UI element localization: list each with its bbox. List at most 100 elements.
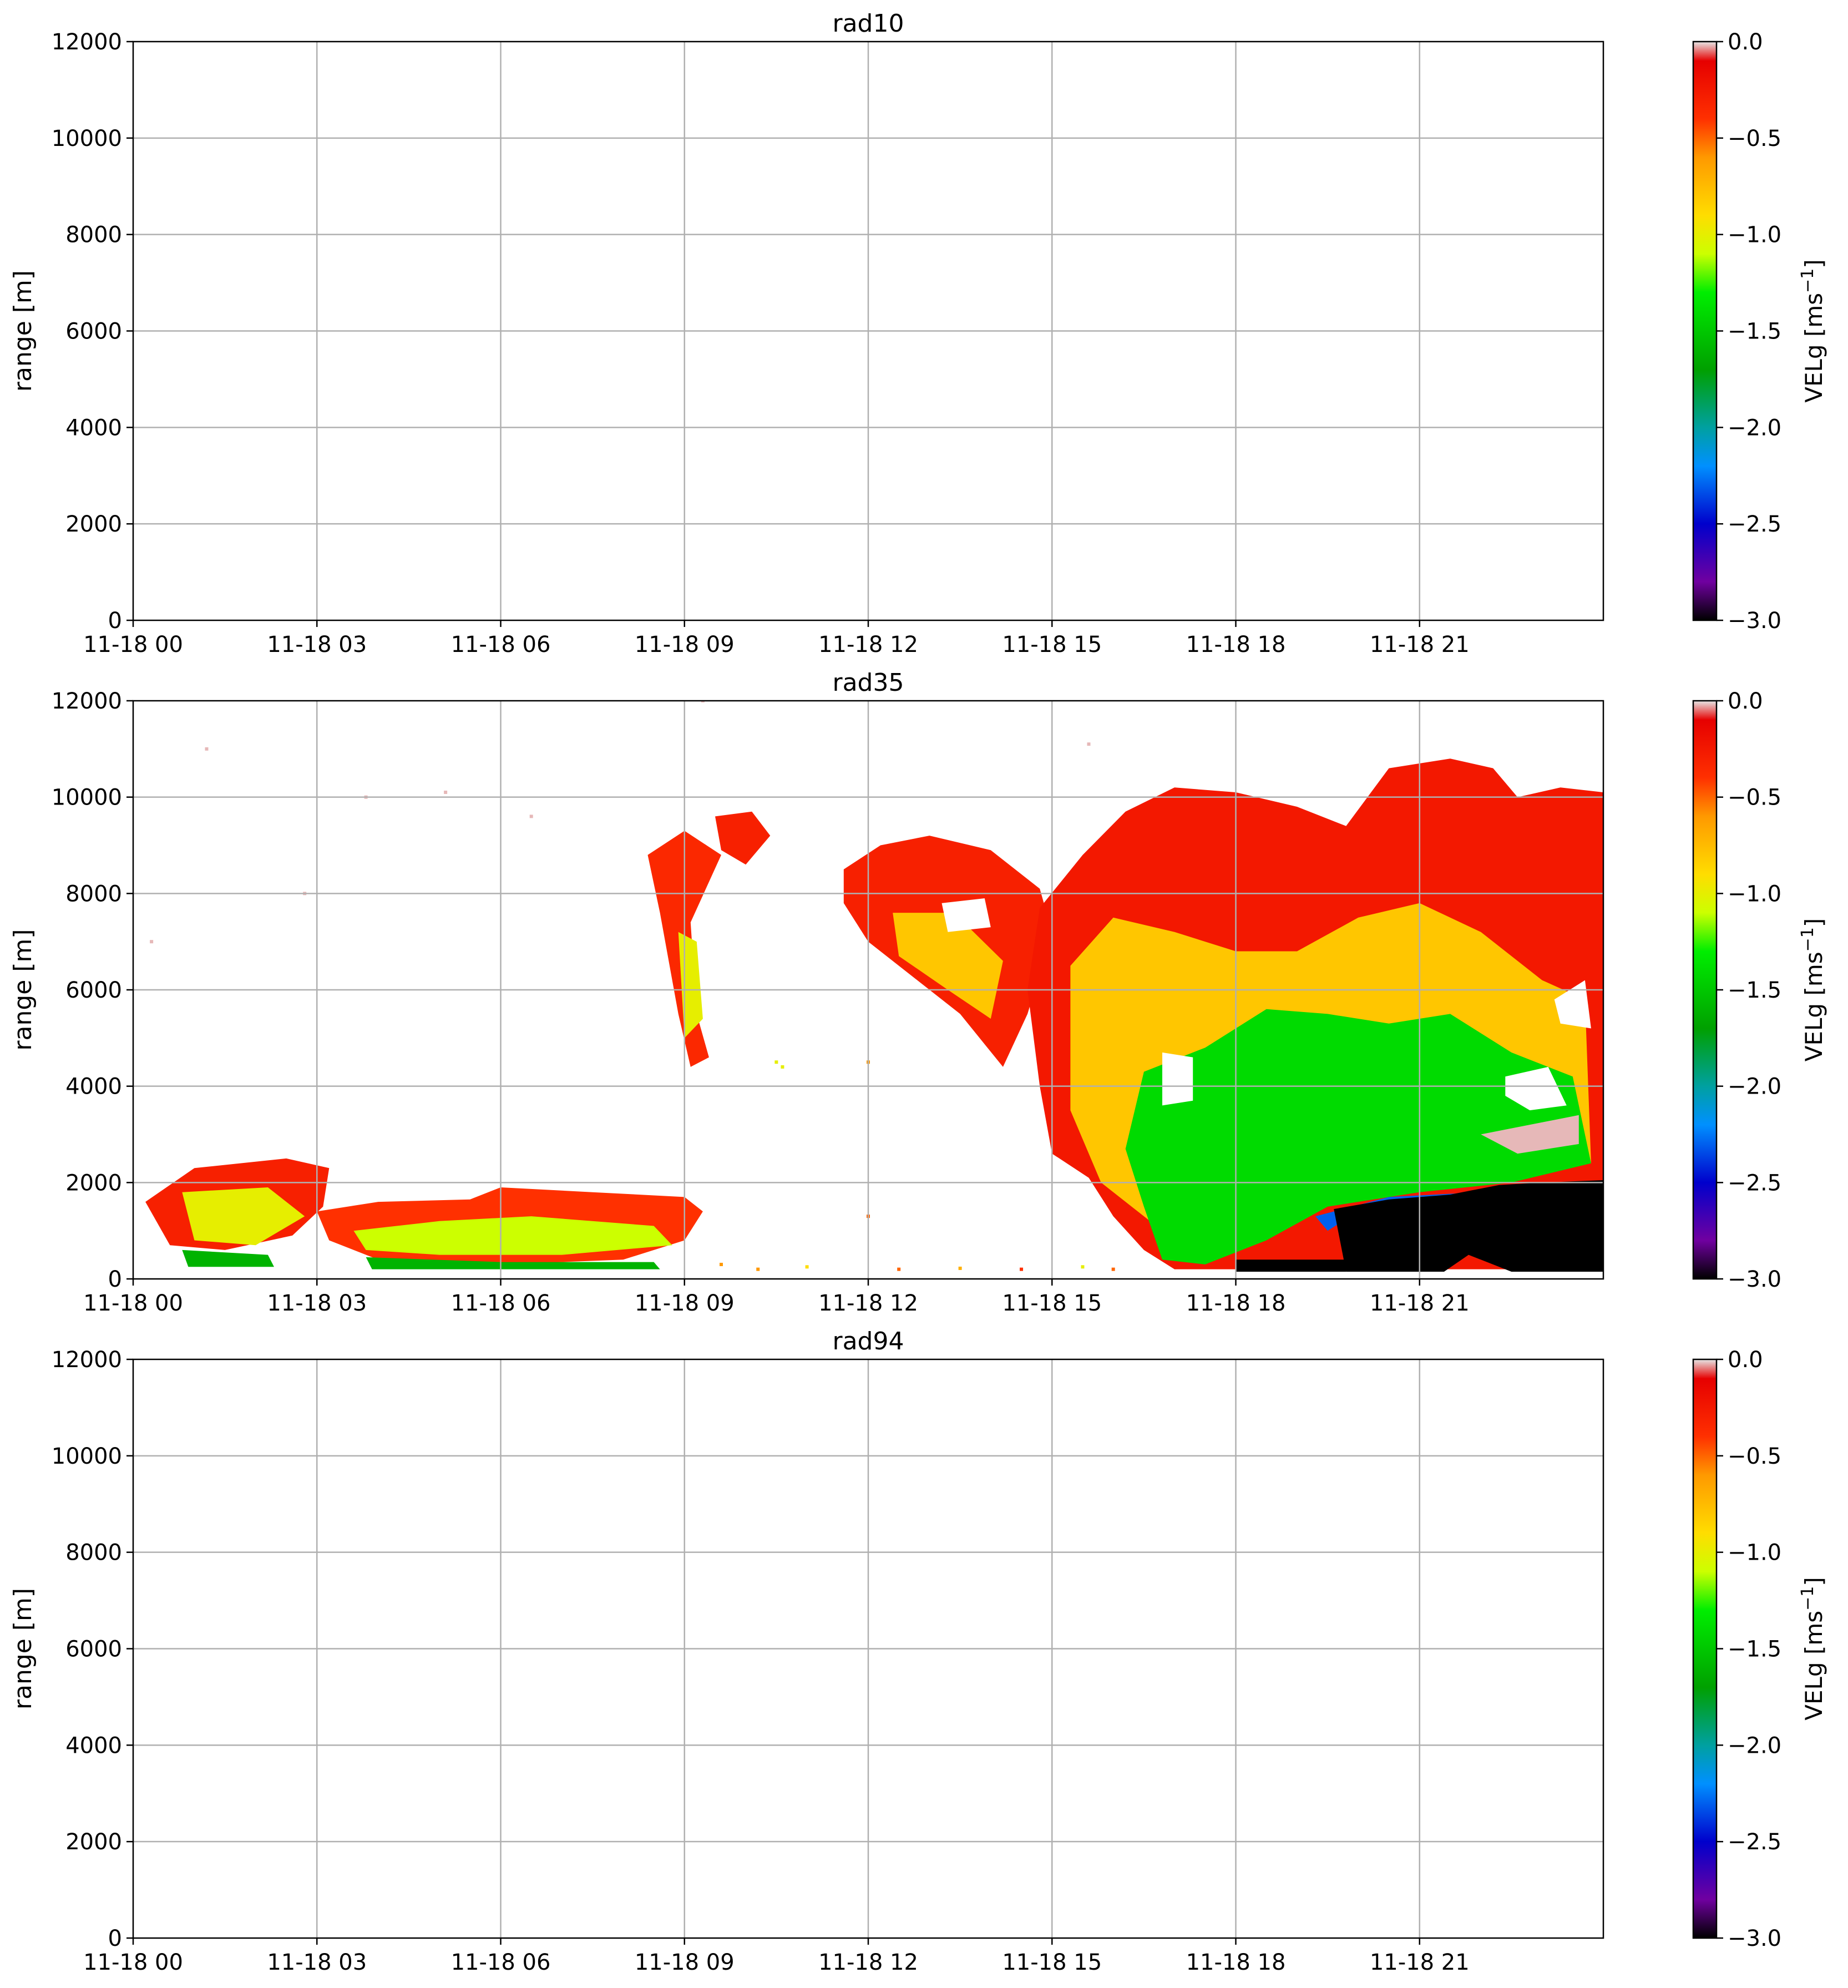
region-gap-1750 bbox=[1162, 1052, 1193, 1106]
panel-rad94: 11-18 00 11-18 03 11-18 06 11-18 09 11-18 12… bbox=[9, 1327, 1827, 1975]
colorbar-label-main: VELg [ms bbox=[1800, 293, 1827, 403]
colorbar-tick-label: −3.0 bbox=[1728, 1926, 1781, 1951]
y-tick-label: 2000 bbox=[65, 1170, 122, 1196]
colorbar-tick-label: −2.0 bbox=[1728, 1074, 1781, 1100]
x-tick-label: 11-18 15 bbox=[1002, 632, 1102, 657]
colorbar-tick-label: −2.5 bbox=[1728, 1829, 1781, 1855]
region-low-cloud-a-core bbox=[182, 1187, 305, 1246]
x-tick-label: 11-18 03 bbox=[267, 1950, 367, 1975]
colorbar-label: VELg [ms−1] bbox=[1798, 259, 1827, 402]
x-tick-label: 11-18 18 bbox=[1186, 1291, 1286, 1316]
region-gray-patch-2300 bbox=[1481, 1115, 1579, 1154]
colorbar-tick-label: −2.0 bbox=[1728, 415, 1781, 441]
y-tick-label: 0 bbox=[108, 1267, 122, 1292]
colorbar-tick-label: −0.5 bbox=[1728, 785, 1781, 811]
colorbar-tick-label: −1.5 bbox=[1728, 1637, 1781, 1662]
colorbar: 0.0 −0.5 −1.0 −1.5 −2.0 −2.5 −3.0 VELg [ms−1] bbox=[1692, 29, 1827, 634]
x-tick-label: 11-18 18 bbox=[1186, 1950, 1286, 1975]
panel-title: rad35 bbox=[833, 669, 904, 697]
y-tick-label: 6000 bbox=[65, 978, 122, 1003]
x-tick-label: 11-18 15 bbox=[1002, 1950, 1102, 1975]
colorbar-tick-label: −0.5 bbox=[1728, 126, 1781, 151]
speck-1 bbox=[781, 1065, 784, 1069]
x-tick-label: 11-18 15 bbox=[1002, 1291, 1102, 1316]
colorbar-tick-label: −1.0 bbox=[1728, 222, 1781, 248]
x-tick-label: 11-18 00 bbox=[83, 1291, 183, 1316]
speck-17 bbox=[1081, 1265, 1085, 1269]
panel-rad35: 11-18 00 11-18 03 11-18 06 11-18 09 11-18 12… bbox=[9, 669, 1827, 1316]
y-tick-label: 0 bbox=[108, 608, 122, 634]
x-tick-label: 11-18 09 bbox=[635, 1291, 735, 1316]
x-tick-label: 11-18 21 bbox=[1370, 1950, 1470, 1975]
y-axis-title: range [m] bbox=[9, 1588, 37, 1709]
colorbar-tick-label: 0.0 bbox=[1728, 689, 1763, 714]
colorbar-tick-label: −2.5 bbox=[1728, 512, 1781, 537]
region-precip-black-base bbox=[1236, 1259, 1346, 1272]
x-tick-label: 11-18 21 bbox=[1370, 1291, 1470, 1316]
colorbar-label: VELg [ms−1] bbox=[1798, 1577, 1827, 1720]
colorbar-label: VELg [ms−1] bbox=[1798, 918, 1827, 1061]
x-tick-label: 11-18 09 bbox=[635, 632, 735, 657]
speck-16 bbox=[1020, 1267, 1024, 1271]
x-tick-label: 11-18 21 bbox=[1370, 632, 1470, 657]
region-precip-black bbox=[1334, 1180, 1603, 1272]
x-tick-label: 11-18 09 bbox=[635, 1950, 735, 1975]
y-tick-label: 12000 bbox=[52, 689, 122, 714]
y-tick-label: 6000 bbox=[65, 1637, 122, 1662]
y-tick-label: 8000 bbox=[65, 1540, 122, 1566]
colorbar: 0.0 −0.5 −1.0 −1.5 −2.0 −2.5 −3.0 VELg [ms−1] bbox=[1692, 689, 1827, 1292]
x-tick-label: 11-18 12 bbox=[818, 632, 918, 657]
colorbar-tick-label: −3.0 bbox=[1728, 1267, 1781, 1292]
colorbar-gradient bbox=[1692, 1358, 1718, 1939]
speck-12 bbox=[756, 1267, 760, 1271]
speck-7 bbox=[205, 747, 209, 751]
colorbar-tick-label: −1.0 bbox=[1728, 881, 1781, 907]
colorbar-tick-label: −2.5 bbox=[1728, 1170, 1781, 1196]
x-tick-label: 11-18 12 bbox=[818, 1291, 918, 1316]
y-tick-label: 10000 bbox=[52, 785, 122, 811]
x-tick-label: 11-18 00 bbox=[83, 1950, 183, 1975]
speck-9 bbox=[444, 790, 448, 794]
y-tick-label: 10000 bbox=[52, 126, 122, 151]
x-tick-label: 11-18 00 bbox=[83, 632, 183, 657]
colorbar-tick-label: −1.0 bbox=[1728, 1540, 1781, 1566]
x-tick-label: 11-18 06 bbox=[451, 1950, 551, 1975]
y-tick-label: 12000 bbox=[52, 1347, 122, 1373]
y-tick-label: 0 bbox=[108, 1926, 122, 1951]
colorbar-tick-label: −3.0 bbox=[1728, 608, 1781, 634]
colorbar-label-superscript: −1 bbox=[1798, 927, 1817, 952]
colorbar-gradient bbox=[1692, 41, 1718, 621]
y-tick-label: 8000 bbox=[65, 881, 122, 907]
y-tick-label: 6000 bbox=[65, 319, 122, 345]
speck-10 bbox=[701, 701, 705, 702]
speck-14 bbox=[897, 1267, 901, 1271]
colorbar-tick-label: −1.5 bbox=[1728, 319, 1781, 345]
colorbar-tick-label: 0.0 bbox=[1728, 1347, 1763, 1373]
colorbar-label-main: VELg [ms bbox=[1800, 1611, 1827, 1721]
colorbar-label-main: VELg [ms bbox=[1800, 952, 1827, 1061]
x-tick-label: 11-18 06 bbox=[451, 632, 551, 657]
y-tick-label: 8000 bbox=[65, 222, 122, 248]
x-tick-label: 11-18 06 bbox=[451, 1291, 551, 1316]
y-tick-label: 4000 bbox=[65, 415, 122, 441]
y-axis-title: range [m] bbox=[9, 929, 37, 1050]
region-main-cloud-green bbox=[1125, 1009, 1591, 1264]
y-tick-label: 2000 bbox=[65, 1829, 122, 1855]
speck-6 bbox=[150, 940, 154, 944]
speck-18 bbox=[1111, 1267, 1115, 1271]
region-low-cloud-a-base bbox=[182, 1250, 274, 1267]
x-tick-label: 11-18 03 bbox=[267, 1291, 367, 1316]
colorbar-tick-label: 0.0 bbox=[1728, 29, 1763, 55]
panel-title: rad10 bbox=[833, 9, 904, 38]
region-gap-2300 bbox=[1505, 1066, 1567, 1111]
colorbar-label-suffix: ] bbox=[1800, 259, 1827, 268]
y-tick-label: 4000 bbox=[65, 1074, 122, 1100]
speck-0 bbox=[774, 1060, 778, 1064]
region-cloud-1130-1500-core bbox=[893, 913, 1003, 1019]
speck-15 bbox=[958, 1266, 962, 1270]
colorbar: 0.0 −0.5 −1.0 −1.5 −2.0 −2.5 −3.0 VELg [ms−1] bbox=[1692, 1347, 1827, 1951]
y-tick-label: 4000 bbox=[65, 1733, 122, 1758]
panel-title: rad94 bbox=[833, 1327, 904, 1355]
colorbar-gradient bbox=[1692, 700, 1718, 1280]
